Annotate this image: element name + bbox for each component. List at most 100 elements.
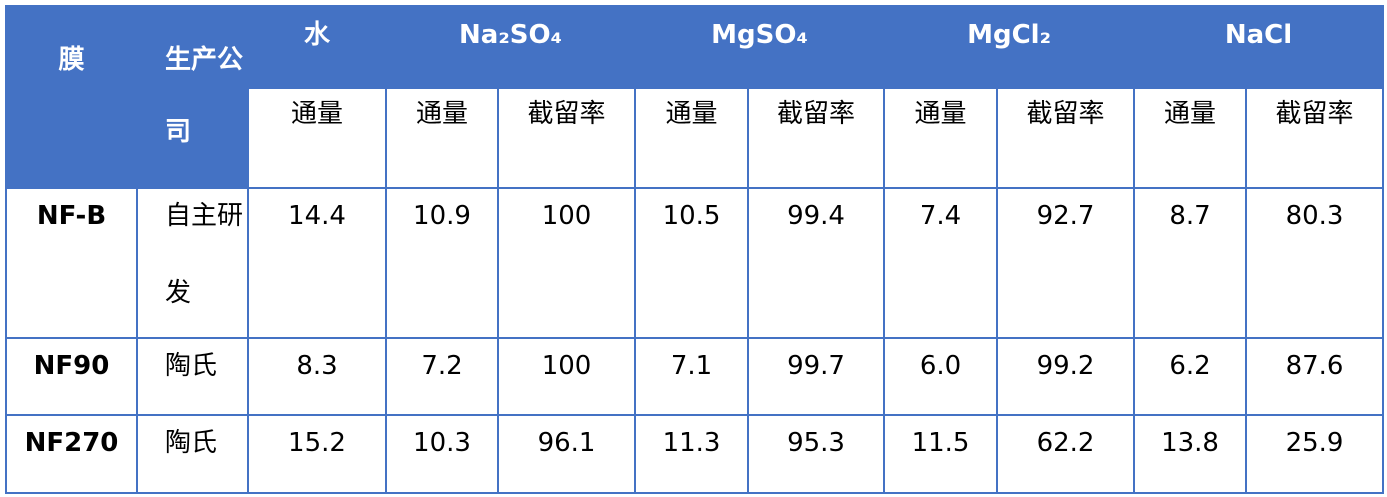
cell-text: 92.7 [1036, 201, 1095, 231]
table-cell: 通量 [247, 87, 387, 189]
table-cell: Na₂SO₄ [384, 5, 637, 89]
table-cell: 水 [247, 5, 387, 89]
data-row: NF90 陶氏 8.3 7.2 100 7.1 99.7 6.0 99.2 6.2 87.6 [5, 337, 1385, 416]
cell-text: 7.4 [919, 201, 962, 231]
cell-text: 截留率 [1026, 99, 1105, 129]
cell-text: 通量 [914, 99, 967, 129]
cell-text: NF90 [33, 351, 110, 381]
data-row: NF-B 自主研发 14.4 10.9 100 10.5 99.4 7.4 92.7 8.7 80.… [5, 187, 1385, 339]
header-row: 膜 生产公司 水 Na₂SO₄ MgSO₄ MgCl₂ NaCl [5, 5, 1385, 189]
cell-text: 99.4 [787, 201, 845, 231]
table-cell: 25.9 [1245, 414, 1385, 494]
table-cell: 62.2 [996, 414, 1136, 494]
cell-text: MgCl₂ [967, 20, 1051, 50]
table-cell: NF-B [5, 187, 138, 339]
table-cell: 92.7 [996, 187, 1136, 339]
table-cell: 13.8 [1133, 414, 1248, 494]
cell-text: 15.2 [288, 428, 346, 458]
table-cell: 通量 [1133, 87, 1248, 189]
cell-text: 95.3 [787, 428, 845, 458]
table-body: 膜生产公司水 Na₂SO₄ MgSO₄ MgCl₂ NaCl 通量 通量 截留率 通量 截留率 通量… [5, 5, 1385, 494]
cell-text: 截留率 [1275, 99, 1354, 129]
table-cell: 100 [496, 337, 637, 416]
cell-text: 14.4 [288, 201, 346, 231]
cell-text: 水 [303, 20, 330, 50]
cell-text: 8.3 [296, 351, 338, 381]
table-cell: 87.6 [1245, 337, 1385, 416]
cell-text: 7.1 [670, 351, 713, 381]
cell-text: 10.5 [662, 201, 721, 231]
cell-text: 6.2 [1169, 351, 1211, 381]
cell-text: 10.9 [413, 201, 471, 231]
table-cell: 10.3 [385, 414, 499, 494]
cell-text: 截留率 [527, 99, 606, 129]
table-cell: 11.3 [634, 414, 750, 494]
table-cell: 99.7 [747, 337, 886, 416]
data-row: NF270 陶氏 15.2 10.3 96.1 11.3 95.3 11.5 62.2 13.8 2… [5, 414, 1385, 494]
cell-text: 11.5 [911, 428, 970, 458]
table-cell: 7.4 [883, 187, 999, 339]
table-cell: 陶氏 [136, 337, 249, 416]
cell-text: 截留率 [777, 99, 856, 129]
cell-text: 100 [541, 201, 592, 231]
cell-text: 80.3 [1285, 201, 1344, 231]
cell-text: 10.3 [413, 428, 471, 458]
cell-text: NF270 [24, 428, 119, 458]
subheader-row: 通量 通量 截留率 通量 截留率 通量 截留率 通量 截留率 [6, 87, 1385, 189]
table-cell: 通量 [883, 87, 999, 189]
table-cell: 自主研发 [136, 187, 249, 339]
table-cell: 截留率 [747, 87, 886, 189]
table-cell: 陶氏 [136, 414, 249, 494]
cell-text: NaCl [1224, 20, 1293, 50]
table-cell: 6.2 [1133, 337, 1248, 416]
cell-text: 生产公司 [165, 45, 244, 147]
table-cell: 10.9 [385, 187, 499, 339]
table-cell: 15.2 [247, 414, 387, 494]
cell-text: 自主研发 [165, 201, 244, 308]
cell-text: 13.8 [1161, 428, 1219, 458]
table-cell: 生产公司 [136, 5, 249, 189]
table-cell: 截留率 [996, 87, 1136, 189]
table-cell: 80.3 [1245, 187, 1385, 339]
table-cell: 14.4 [247, 187, 387, 339]
table-cell: 99.4 [747, 187, 886, 339]
table-cell: 95.3 [747, 414, 886, 494]
cell-text: 通量 [415, 99, 468, 129]
table-cell: 11.5 [883, 414, 999, 494]
table-cell: 截留率 [496, 87, 637, 189]
table-cell: 截留率 [1245, 87, 1385, 189]
table-cell: 99.2 [996, 337, 1136, 416]
cell-text: 96.1 [537, 428, 596, 458]
cell-text: 99.7 [787, 351, 845, 381]
cell-text: 11.3 [662, 428, 721, 458]
table-cell: MgCl₂ [883, 5, 1136, 89]
table-cell: 7.1 [634, 337, 750, 416]
table-cell: NF270 [5, 414, 138, 494]
cell-text: 通量 [665, 99, 718, 129]
table-cell: NF90 [5, 337, 138, 416]
cell-text: 陶氏 [165, 351, 218, 381]
table-cell: 96.1 [496, 414, 637, 494]
table-cell: MgSO₄ [634, 5, 886, 89]
cell-text: 8.7 [1169, 201, 1211, 231]
table-cell: 7.2 [385, 337, 499, 416]
cell-text: MgSO₄ [711, 20, 808, 50]
cell-text: 25.9 [1285, 428, 1344, 458]
table-cell: 8.3 [247, 337, 387, 416]
cell-text: 7.2 [421, 351, 463, 381]
table-cell: 10.5 [634, 187, 750, 339]
data-table: 膜生产公司水 Na₂SO₄ MgSO₄ MgCl₂ NaCl 通量 通量 截留率 通量 截留率 通量… [5, 5, 1385, 494]
cell-text: 膜 [58, 45, 85, 75]
cell-text: 通量 [1164, 99, 1217, 129]
cell-text: 6.0 [919, 351, 962, 381]
cell-text: 87.6 [1285, 351, 1344, 381]
table-cell: 6.0 [883, 337, 999, 416]
table-cell: 8.7 [1133, 187, 1248, 339]
table-cell: 100 [496, 187, 637, 339]
cell-text: Na₂SO₄ [459, 20, 562, 50]
cell-text: 陶氏 [165, 428, 218, 458]
table-cell: 膜 [5, 5, 138, 189]
cell-text: 通量 [290, 99, 343, 129]
table-cell: 通量 [385, 87, 499, 189]
cell-text: 100 [541, 351, 592, 381]
